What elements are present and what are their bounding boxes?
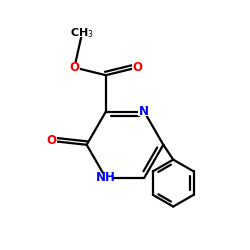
Text: O: O — [132, 61, 142, 74]
FancyBboxPatch shape — [69, 63, 80, 72]
FancyBboxPatch shape — [46, 137, 56, 145]
Text: N: N — [139, 105, 149, 118]
Text: CH$_3$: CH$_3$ — [70, 26, 94, 40]
FancyBboxPatch shape — [98, 174, 113, 182]
Text: O: O — [46, 134, 56, 147]
Text: NH: NH — [96, 172, 116, 184]
Text: O: O — [70, 61, 80, 74]
FancyBboxPatch shape — [138, 108, 150, 116]
FancyBboxPatch shape — [132, 63, 142, 72]
FancyBboxPatch shape — [73, 28, 91, 38]
